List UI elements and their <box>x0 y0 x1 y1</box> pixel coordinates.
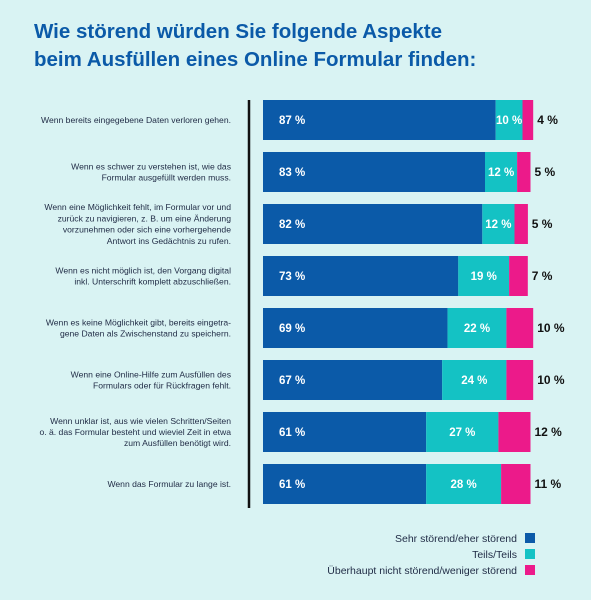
data-label: 12 % <box>488 167 514 179</box>
bar-segment <box>263 412 427 452</box>
bar-segment <box>263 464 427 504</box>
category-label-line: Formular ausgefüllt werden muss. <box>102 173 231 183</box>
bar-segment <box>498 412 531 452</box>
category-label-line: Formulars oder für Rückfragen fehlt. <box>93 381 231 391</box>
data-label: 19 % <box>471 271 497 283</box>
data-label: 5 % <box>532 217 553 231</box>
data-label: 4 % <box>537 113 558 127</box>
legend-label: Überhaupt nicht störend/weniger störend <box>327 565 517 577</box>
category-label-line: gene Daten als Zwischenstand zu speicher… <box>60 329 231 339</box>
data-label: 10 % <box>537 321 565 335</box>
data-label: 10 % <box>496 115 522 127</box>
category-label-line: Wenn es nicht möglich ist, den Vorgang d… <box>55 265 231 275</box>
category-label: Wenn bereits eingegebene Daten verloren … <box>41 115 231 125</box>
bar-segment <box>522 100 534 140</box>
category-label-line: vorzunehmen oder sich eine vorhergehende <box>63 225 231 235</box>
bars-group: Wenn bereits eingegebene Daten verloren … <box>39 100 565 504</box>
bar-segment <box>263 204 483 244</box>
chart-title-line-1: Wie störend würden Sie folgende Aspekte <box>34 20 442 43</box>
category-label-line: o. ä. das Formular besteht und wieviel Z… <box>39 427 231 437</box>
category-label-line: Wenn eine Online-Hilfe zum Ausfüllen des <box>71 369 231 379</box>
category-label: Wenn es keine Möglichkeit gibt, bereits … <box>46 317 231 338</box>
data-label: 83 % <box>279 167 305 179</box>
legend-label: Teils/Teils <box>472 549 517 561</box>
bar-segment <box>458 256 510 296</box>
bar-segment <box>263 360 443 400</box>
category-label: Wenn es schwer zu verstehen ist, wie das… <box>71 161 231 182</box>
data-label: 61 % <box>279 427 305 439</box>
data-label: 10 % <box>537 373 565 387</box>
data-label: 28 % <box>450 479 476 491</box>
bar-segment <box>509 256 528 296</box>
bar-segment <box>263 308 448 348</box>
category-label: Wenn es nicht möglich ist, den Vorgang d… <box>55 265 231 286</box>
bar-segment <box>263 256 459 296</box>
chart-title: Wie störend würden Sie folgende Aspekte … <box>34 18 574 74</box>
data-label: 5 % <box>535 165 556 179</box>
bar-segment <box>263 152 485 192</box>
bar-segment <box>506 360 534 400</box>
category-label-line: Wenn es keine Möglichkeit gibt, bereits … <box>46 317 231 327</box>
bar-segment <box>495 100 523 140</box>
category-label-line: Wenn bereits eingegebene Daten verloren … <box>41 115 231 125</box>
bar-segment <box>263 100 496 140</box>
bar-segment <box>447 308 507 348</box>
category-label-line: inkl. Unterschrift komplett abzuschließe… <box>74 277 231 287</box>
bar-segment <box>514 204 528 244</box>
category-label-line: zurück zu navigieren, z. B. um eine Ände… <box>58 213 232 223</box>
bar-segment <box>501 464 531 504</box>
data-label: 12 % <box>535 425 563 439</box>
data-label: 69 % <box>279 323 305 335</box>
category-label-line: Antwort ins Gedächtnis zu rufen. <box>107 236 231 246</box>
bar-segment <box>506 308 534 348</box>
category-label-line: Wenn es schwer zu verstehen ist, wie das <box>71 161 231 171</box>
data-label: 67 % <box>279 375 305 387</box>
bar-segment <box>517 152 531 192</box>
bar-segment <box>442 360 507 400</box>
chart-title-line-2: beim Ausfüllen eines Online Formular fin… <box>34 48 477 71</box>
data-label: 7 % <box>532 269 553 283</box>
legend-swatch <box>525 533 535 543</box>
category-label-line: Wenn unklar ist, aus wie vielen Schritte… <box>50 416 231 426</box>
data-label: 22 % <box>464 323 490 335</box>
bar-segment <box>426 464 502 504</box>
bar-segment <box>482 204 515 244</box>
data-label: 73 % <box>279 271 305 283</box>
legend-swatch <box>525 549 535 559</box>
category-label: Wenn das Formular zu lange ist. <box>107 479 231 489</box>
category-label: Wenn eine Möglichkeit fehlt, im Formular… <box>44 202 231 246</box>
data-label: 24 % <box>461 375 487 387</box>
category-label-line: Wenn eine Möglichkeit fehlt, im Formular… <box>44 202 231 212</box>
data-label: 82 % <box>279 219 305 231</box>
category-label-line: zum Ausfüllen benötigt wird. <box>124 438 231 448</box>
bar-segment <box>426 412 499 452</box>
bar-segment <box>485 152 518 192</box>
data-label: 87 % <box>279 115 305 127</box>
data-label: 11 % <box>535 477 562 491</box>
legend-swatch <box>525 565 535 575</box>
legend: Sehr störend/eher störend Teils/Teils Über… <box>327 533 535 577</box>
data-label: 27 % <box>449 427 475 439</box>
data-label: 12 % <box>485 219 511 231</box>
category-label: Wenn unklar ist, aus wie vielen Schritte… <box>39 416 231 448</box>
category-label-line: Wenn das Formular zu lange ist. <box>107 479 231 489</box>
data-label: 61 % <box>279 479 305 491</box>
legend-label: Sehr störend/eher störend <box>395 533 517 545</box>
category-label: Wenn eine Online-Hilfe zum Ausfüllen des… <box>71 369 231 390</box>
